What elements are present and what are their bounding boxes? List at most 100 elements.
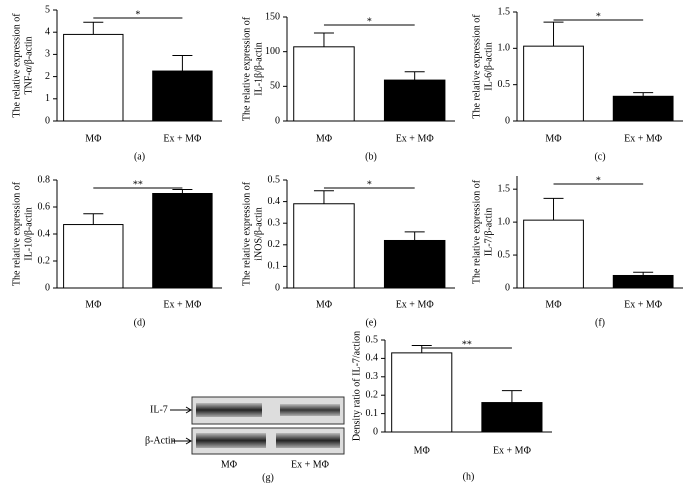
lane-label: Ex + MΦ xyxy=(291,459,329,470)
y-tick-label: 0.5 xyxy=(498,249,511,260)
y-axis-label: IL-10/β-actin xyxy=(23,207,34,260)
bar xyxy=(63,224,124,289)
y-tick-label: 1.5 xyxy=(498,6,511,17)
panel-label: (c) xyxy=(594,151,605,162)
panel-label: (h) xyxy=(463,471,475,482)
bar xyxy=(523,45,584,122)
y-axis-label: The relative expression of xyxy=(11,13,22,118)
blot-band xyxy=(196,403,262,417)
significance-label: * xyxy=(596,11,601,22)
y-tick-label: 1.5 xyxy=(498,183,511,194)
y-axis-label: The relative expression of xyxy=(471,179,482,284)
y-tick-label: 50 xyxy=(270,81,280,92)
y-tick-label: 0.6 xyxy=(38,201,51,212)
y-axis-label: Density ratio of IL-7/action xyxy=(351,331,362,441)
y-tick-label: 0.1 xyxy=(268,261,281,272)
panel-label: (g) xyxy=(262,472,274,483)
bar xyxy=(152,193,213,289)
y-tick-label: 0.3 xyxy=(366,371,379,382)
blot-band xyxy=(196,433,266,448)
panel-label: (a) xyxy=(134,151,145,162)
y-axis-label: IL-7/β-actin xyxy=(483,208,494,256)
x-tick-label: MΦ xyxy=(316,133,332,144)
y-tick-label: 0 xyxy=(45,115,50,126)
y-tick-label: 0 xyxy=(45,282,50,293)
bar xyxy=(391,352,453,433)
bar xyxy=(612,274,674,289)
significance-label: * xyxy=(135,9,140,20)
significance-label: * xyxy=(596,175,601,186)
x-tick-label: Ex + MΦ xyxy=(624,133,662,144)
x-tick-label: MΦ xyxy=(545,299,561,310)
x-tick-label: MΦ xyxy=(85,299,101,310)
panel-label: (b) xyxy=(365,151,377,162)
panel-label: (e) xyxy=(365,317,376,328)
y-axis-label: TNF-α/β-actin xyxy=(23,36,34,94)
y-axis-label: The relative expression of xyxy=(241,16,252,121)
x-tick-label: MΦ xyxy=(316,299,332,310)
y-tick-label: 0 xyxy=(505,282,510,293)
bar xyxy=(293,46,355,122)
y-tick-label: 1 xyxy=(45,93,50,104)
y-tick-label: 2 xyxy=(45,71,50,82)
y-tick-label: 0.4 xyxy=(366,353,379,364)
x-tick-label: Ex + MΦ xyxy=(396,299,434,310)
significance-label: * xyxy=(367,179,372,190)
y-axis-label: The relative expression of xyxy=(241,181,252,286)
y-tick-label: 0.4 xyxy=(268,196,281,207)
y-tick-label: 0.5 xyxy=(268,174,281,185)
y-tick-label: 0 xyxy=(505,115,510,126)
significance-label: ** xyxy=(133,179,143,190)
y-axis-label: The relative expression of xyxy=(471,14,482,119)
y-tick-label: 0 xyxy=(275,282,280,293)
y-tick-label: 0.2 xyxy=(268,239,281,250)
x-tick-label: Ex + MΦ xyxy=(163,133,201,144)
y-tick-label: 0.1 xyxy=(366,408,379,419)
bar xyxy=(523,219,584,289)
significance-label: * xyxy=(367,16,372,27)
y-tick-label: 0.4 xyxy=(38,228,51,239)
y-tick-label: 1.0 xyxy=(498,43,511,54)
y-tick-label: 0.2 xyxy=(366,389,379,400)
y-tick-label: 150 xyxy=(265,11,280,22)
western-blot: IL-7 β-Actin MΦ Ex + MΦ (g) xyxy=(145,396,345,483)
y-tick-label: 0.5 xyxy=(498,79,511,90)
bar xyxy=(481,402,543,433)
y-tick-label: 1.0 xyxy=(498,216,511,227)
y-axis-label: The relative expression of xyxy=(11,181,22,286)
bar xyxy=(293,203,355,289)
bar xyxy=(383,79,446,122)
x-tick-label: MΦ xyxy=(414,445,430,456)
y-axis-label: IL-6/β-actin xyxy=(483,42,494,90)
x-tick-label: Ex + MΦ xyxy=(163,299,201,310)
y-axis-label: IL-1β/β-actin xyxy=(253,42,264,96)
lane-label: MΦ xyxy=(221,459,237,470)
row-label: IL-7 xyxy=(150,404,168,415)
x-tick-label: Ex + MΦ xyxy=(493,445,531,456)
y-tick-label: 0.3 xyxy=(268,217,281,228)
y-tick-label: 4 xyxy=(45,26,50,37)
y-tick-label: 0.5 xyxy=(366,334,379,345)
x-tick-label: Ex + MΦ xyxy=(396,133,434,144)
arrow-head xyxy=(185,437,192,445)
blot-band xyxy=(280,404,340,416)
y-tick-label: 0.8 xyxy=(38,174,51,185)
y-axis-label: iNOS/β-actin xyxy=(253,207,264,260)
bar xyxy=(63,33,124,122)
row-label: β-Actin xyxy=(145,435,176,446)
panel-label: (f) xyxy=(595,317,605,328)
x-tick-label: MΦ xyxy=(85,133,101,144)
significance-label: ** xyxy=(462,339,472,350)
bar xyxy=(383,239,446,289)
y-tick-label: 3 xyxy=(45,49,50,60)
y-tick-label: 0 xyxy=(373,426,378,437)
x-tick-label: MΦ xyxy=(545,133,561,144)
blot-band xyxy=(276,433,340,448)
x-tick-label: Ex + MΦ xyxy=(624,299,662,310)
panel-label: (d) xyxy=(134,317,146,328)
y-tick-label: 0 xyxy=(275,115,280,126)
y-tick-label: 0.2 xyxy=(38,255,51,266)
y-tick-label: 100 xyxy=(265,46,280,57)
bar xyxy=(152,70,213,122)
